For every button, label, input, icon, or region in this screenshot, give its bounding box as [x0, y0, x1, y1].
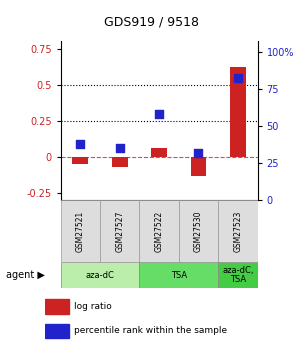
Point	[117, 146, 122, 151]
Text: aza-dC,
TSA: aza-dC, TSA	[222, 266, 254, 285]
Point	[78, 141, 83, 147]
Bar	[61, 262, 139, 288]
Bar	[112, 157, 128, 167]
Text: log ratio: log ratio	[74, 302, 112, 311]
Text: GSM27527: GSM27527	[115, 210, 124, 252]
Bar	[72, 157, 88, 164]
Bar	[218, 200, 258, 262]
Bar	[191, 157, 206, 176]
Bar	[218, 262, 258, 288]
Bar	[61, 200, 100, 262]
Text: aza-dC: aza-dC	[85, 270, 115, 280]
Text: GSM27522: GSM27522	[155, 210, 164, 252]
Bar	[230, 67, 246, 157]
Text: TSA: TSA	[171, 270, 187, 280]
Bar	[151, 148, 167, 157]
Text: GSM27523: GSM27523	[233, 210, 242, 252]
Point	[157, 111, 161, 117]
Text: GSM27530: GSM27530	[194, 210, 203, 252]
Bar	[139, 262, 218, 288]
Bar	[179, 200, 218, 262]
Bar	[139, 200, 179, 262]
Text: percentile rank within the sample: percentile rank within the sample	[74, 326, 227, 335]
Bar	[45, 299, 69, 314]
Point	[235, 76, 240, 81]
Text: agent ▶: agent ▶	[6, 270, 45, 280]
Bar	[100, 200, 139, 262]
Text: GDS919 / 9518: GDS919 / 9518	[104, 16, 199, 29]
Point	[196, 150, 201, 155]
Text: GSM27521: GSM27521	[76, 210, 85, 252]
Bar	[45, 324, 69, 338]
